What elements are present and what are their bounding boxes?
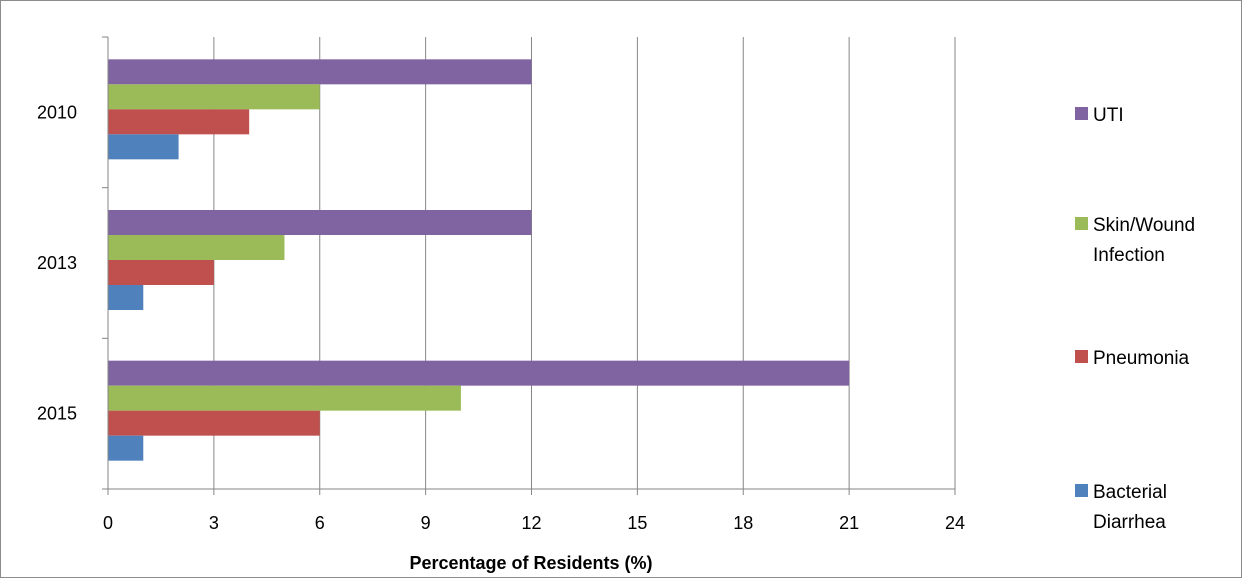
legend-swatch-skin-wound-infection	[1075, 217, 1088, 230]
bar-skin-wound-infection-2013	[108, 235, 285, 260]
bar-pneumonia-2015	[108, 410, 320, 436]
bar-bacterial-diarrhea-2013	[108, 285, 144, 310]
legend: UTI Skin/Wound Infection Pneumonia Bacterial…	[1075, 105, 1195, 533]
legend-label-uti: UTI	[1093, 105, 1124, 126]
x-tick-label: 6	[315, 513, 325, 533]
bar-uti-2013	[108, 210, 532, 235]
x-axis-title: Percentage of Residents (%)	[409, 553, 652, 573]
gridlines	[213, 37, 956, 489]
category-label: 2010	[37, 102, 77, 122]
bar-bacterial-diarrhea-2015	[108, 435, 144, 461]
x-tick-label: 3	[209, 513, 219, 533]
category-label: 2013	[37, 253, 77, 273]
bar-skin-wound-infection-2015	[108, 385, 461, 411]
x-tick-label: 0	[103, 513, 113, 533]
category-label: 2015	[37, 404, 77, 424]
legend-swatch-bacterial-diarrhea	[1075, 484, 1088, 497]
legend-label-pneumonia: Pneumonia	[1093, 348, 1190, 369]
axes	[102, 36, 956, 495]
x-tick-label: 18	[733, 513, 753, 533]
bars	[108, 59, 850, 461]
axis-labels: 0 3 6 9 12 15 18 21 24 2010 2013 2015	[37, 102, 965, 533]
bar-pneumonia-2013	[108, 260, 214, 285]
legend-label-bacterial-diarrhea: Bacterial Diarrhea	[1093, 482, 1167, 533]
legend-swatch-uti	[1075, 107, 1088, 120]
legend-label-skin-wound-infection: Skin/Wound Infection	[1093, 215, 1195, 266]
bar-bacterial-diarrhea-2010	[108, 134, 179, 160]
x-tick-label: 21	[839, 513, 859, 533]
x-tick-label: 15	[627, 513, 647, 533]
x-tick-label: 9	[421, 513, 431, 533]
legend-swatch-pneumonia	[1075, 350, 1088, 363]
bar-uti-2010	[108, 59, 532, 85]
bar-skin-wound-infection-2010	[108, 84, 320, 110]
x-tick-label: 24	[945, 513, 965, 533]
x-tick-label: 12	[521, 513, 541, 533]
bar-uti-2015	[108, 360, 850, 386]
bar-pneumonia-2010	[108, 109, 250, 135]
